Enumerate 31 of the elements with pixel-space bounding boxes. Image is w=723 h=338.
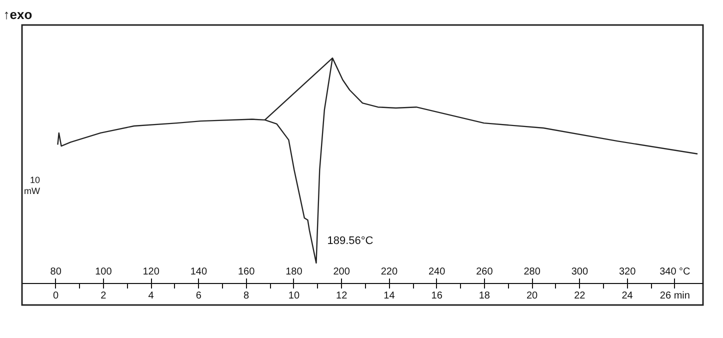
- x2-tick-label: 14: [384, 290, 396, 302]
- x2-tick-label: 18: [478, 290, 490, 302]
- x2-tick-label: 4: [148, 290, 154, 302]
- x-tick-label: 240: [428, 266, 446, 278]
- x2-tick-label: 24: [622, 290, 634, 302]
- x-tick-label: 200: [333, 266, 350, 278]
- x-tick-label: 340 °C: [660, 266, 690, 278]
- x-tick-label: 100: [95, 266, 112, 278]
- x2-tick-label: 16: [431, 290, 443, 302]
- x-tick-label: 300: [571, 266, 588, 278]
- x2-tick-label: 12: [336, 290, 348, 302]
- x-tick-label: 120: [142, 266, 160, 278]
- x-tick-label: 180: [286, 266, 303, 278]
- annotation: 10 mW: [24, 175, 40, 196]
- x2-tick-label: 0: [53, 290, 60, 302]
- x-tick-label: 280: [524, 266, 541, 278]
- x-tick-label: 220: [380, 266, 398, 278]
- x2-tick-label: 2: [100, 290, 107, 302]
- chart-title: ↑exo: [3, 7, 32, 22]
- x-tick-label: 160: [238, 266, 256, 278]
- x-tick-label: 320: [618, 266, 636, 278]
- x2-tick-label: 22: [574, 290, 586, 302]
- annotation: 189.56°C: [327, 234, 374, 247]
- x2-tick-label: 10: [288, 290, 300, 302]
- x2-tick-label: 26 min: [660, 290, 690, 302]
- x2-tick-label: 20: [526, 290, 538, 302]
- x-tick-label: 140: [190, 266, 208, 278]
- x2-tick-label: 6: [196, 290, 202, 302]
- x2-tick-label: 8: [244, 290, 250, 302]
- x-tick-label: 260: [476, 266, 494, 278]
- x-tick-label: 80: [50, 266, 62, 278]
